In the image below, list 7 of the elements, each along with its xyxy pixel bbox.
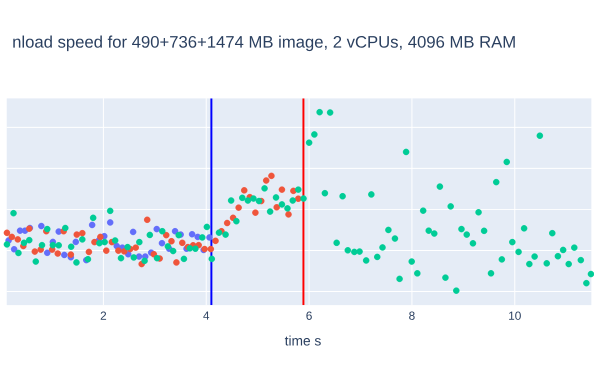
- x-tick-label: 2: [100, 312, 106, 320]
- chart-title: nload speed for 490+736+1474 MB image, 2 vCPUs, 4096 MB RAM: [13, 36, 515, 52]
- x-tick-label: 10: [509, 312, 521, 320]
- x-tick-label: 8: [409, 312, 415, 320]
- x-tick-label: 6: [306, 312, 312, 320]
- x-tick-label: 4: [203, 312, 210, 320]
- x-axis-title: time s: [284, 336, 321, 346]
